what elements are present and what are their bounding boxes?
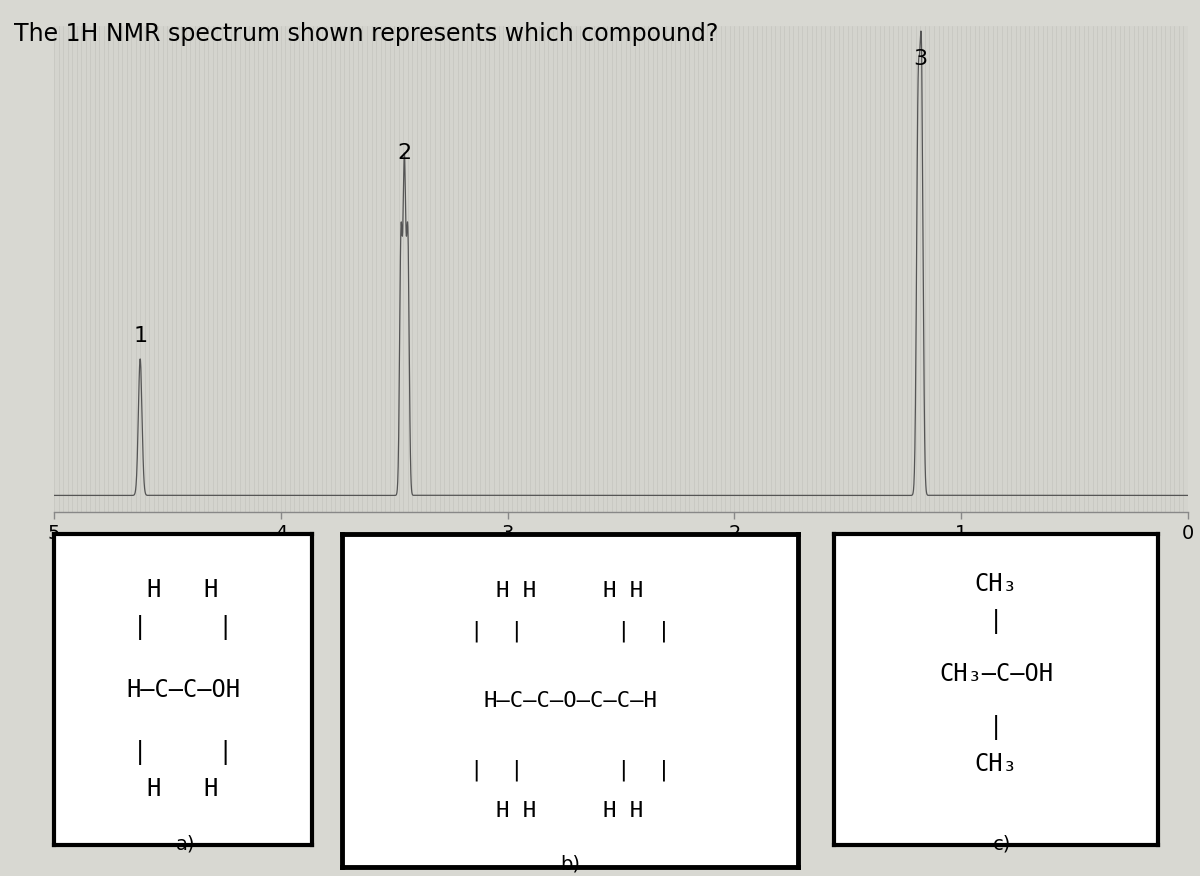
Text: H H     H H: H H H H — [497, 581, 643, 601]
Text: H–C–C–O–C–C–H: H–C–C–O–C–C–H — [484, 691, 656, 710]
Text: c): c) — [992, 834, 1012, 853]
Text: |  |       |  |: | | | | — [469, 620, 671, 641]
Text: a): a) — [176, 834, 196, 853]
Text: |  |       |  |: | | | | — [469, 760, 671, 781]
Text: H–C–C–OH: H–C–C–OH — [126, 678, 240, 702]
Text: b): b) — [560, 854, 580, 873]
Text: |: | — [989, 715, 1003, 739]
Text: |     |: | | — [133, 615, 233, 640]
Text: H   H: H H — [148, 777, 218, 802]
Text: 1: 1 — [133, 326, 148, 346]
Text: 2: 2 — [397, 143, 412, 163]
Text: H H     H H: H H H H — [497, 801, 643, 821]
Text: The 1H NMR spectrum shown represents which compound?: The 1H NMR spectrum shown represents whi… — [14, 22, 719, 46]
X-axis label: PPM: PPM — [601, 549, 641, 568]
Text: CH₃: CH₃ — [974, 752, 1018, 776]
Text: H   H: H H — [148, 578, 218, 603]
Text: |     |: | | — [133, 739, 233, 765]
Text: 3: 3 — [913, 49, 928, 69]
Text: |: | — [989, 609, 1003, 634]
Text: CH₃–C–OH: CH₃–C–OH — [940, 662, 1054, 686]
Text: CH₃: CH₃ — [974, 572, 1018, 596]
